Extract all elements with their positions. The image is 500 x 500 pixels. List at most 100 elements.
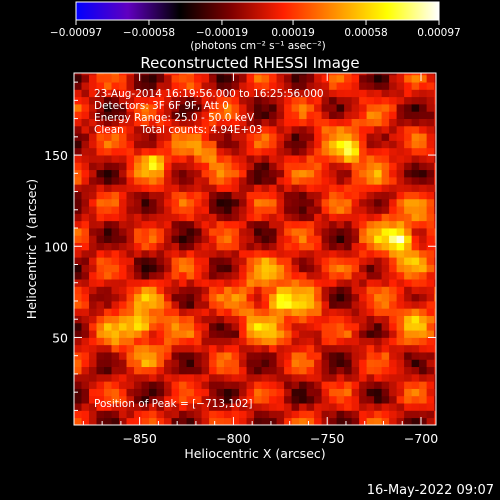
heatmap-cell [374,417,383,425]
heatmap-cell [111,395,120,404]
heatmap-cell [111,249,120,258]
heatmap-cell [336,104,345,112]
heatmap-cell [411,403,420,411]
heatmap-cell [231,147,240,156]
heatmap-cell [224,337,232,346]
heatmap-cell [336,176,345,185]
heatmap-cell [276,184,285,192]
heatmap-cell [96,191,105,200]
heatmap-cell [344,111,352,119]
heatmap-cell [179,249,187,258]
heatmap-cell [344,366,352,375]
heatmap-cell [179,308,187,316]
heatmap-cell [201,257,210,265]
heatmap-cell [104,73,112,76]
heatmap-cell [179,242,187,251]
heatmap-cell [231,176,240,185]
heatmap-cell [119,366,127,375]
heatmap-cell [126,403,135,411]
heatmap-cell [254,373,262,382]
heatmap-cell [396,395,405,404]
heatmap-cell [426,169,435,178]
heatmap-cell [134,315,142,324]
heatmap-cell [291,169,300,178]
heatmap-cell [344,155,352,163]
heatmap-cell [201,198,210,207]
heatmap-cell [396,300,405,309]
heatmap-cell [156,315,165,324]
heatmap-cell [314,228,322,236]
heatmap-cell [404,300,413,309]
heatmap-cell [381,352,390,360]
heatmap-cell [404,264,413,273]
heatmap-cell [246,249,255,258]
heatmap-cell [239,235,247,244]
heatmap-cell [194,271,202,280]
heatmap-cell [179,73,187,76]
heatmap-cell [291,104,300,112]
heatmap-cell [74,73,82,76]
heatmap-cell [134,140,142,149]
heatmap-cell [284,308,292,316]
heatmap-cell [126,89,135,98]
heatmap-cell [156,242,165,251]
heatmap-cell [366,125,375,134]
heatmap-cell [239,118,247,127]
heatmap-cell [366,388,375,397]
heatmap-cell [156,147,165,156]
heatmap-cell [164,330,172,338]
heatmap-cell [321,381,330,389]
heatmap-cell [111,104,120,112]
heatmap-cell [224,330,232,338]
heatmap-cell [291,213,300,222]
heatmap-cell [96,337,105,346]
heatmap-cell [149,140,157,149]
heatmap-cell [344,352,352,360]
heatmap-cell [284,111,292,119]
heatmap-cell [389,322,398,331]
heatmap-cell [216,257,225,265]
heatmap-cell [404,395,413,404]
heatmap-cell [284,213,292,222]
heatmap-cell [314,322,322,331]
heatmap-cell [239,125,247,134]
heatmap-cell [149,315,157,324]
heatmap-cell [299,300,307,309]
heatmap-cell [111,147,120,156]
heatmap-cell [374,308,383,316]
heatmap-cell [149,206,157,214]
heatmap-cell [419,330,428,338]
heatmap-cell [96,264,105,273]
heatmap-cell [239,242,247,251]
heatmap-cell [381,169,390,178]
heatmap-cell [104,133,112,141]
heatmap-cell [216,104,225,112]
heatmap-cell [156,162,165,171]
heatmap-cell [299,220,307,229]
heatmap-cell [141,381,150,389]
heatmap-cell [149,155,157,163]
heatmap-cell [239,417,247,425]
heatmap-cell [344,198,352,207]
heatmap-cell [254,249,262,258]
heatmap-cell [246,206,255,214]
heatmap-cell [396,322,405,331]
heatmap-cell [426,279,435,287]
heatmap-cell [336,344,345,353]
heatmap-cell [374,322,383,331]
heatmap-cell [201,206,210,214]
heatmap-cell [314,198,322,207]
heatmap-cell [284,344,292,353]
heatmap-cell [171,162,180,171]
heatmap-cell [351,169,360,178]
heatmap-cell [261,388,270,397]
heatmap-cell [389,381,398,389]
heatmap-cell [269,176,277,185]
heatmap-cell [224,74,232,83]
heatmap-cell [426,337,435,346]
heatmap-cell [239,373,247,382]
heatmap-cell [366,286,375,295]
heatmap-cell [141,242,150,251]
x-tick-label: −750 [310,431,344,446]
heatmap-cell [269,403,277,411]
